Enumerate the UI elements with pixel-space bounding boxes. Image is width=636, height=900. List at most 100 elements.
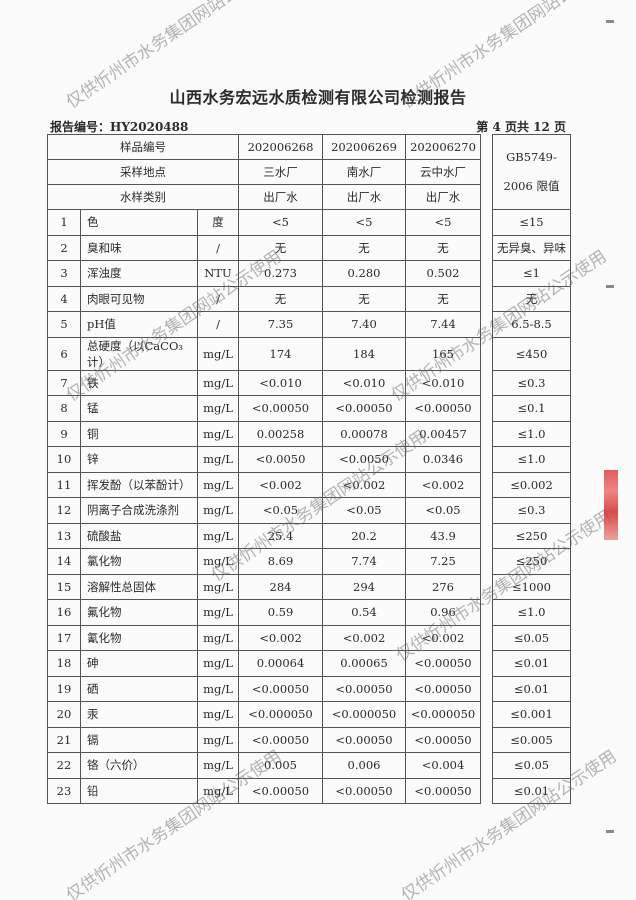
item-unit: mg/L bbox=[197, 701, 239, 728]
item-name: 氟化物 bbox=[80, 599, 198, 626]
item-name: 溶解性总固体 bbox=[80, 573, 198, 600]
limit-value: ≤0.002 bbox=[492, 471, 571, 498]
limit-value: ≤0.1 bbox=[492, 395, 571, 422]
results-table: 样品编号 202006268 202006269 202006270 GB574… bbox=[47, 134, 571, 804]
item-unit: mg/L bbox=[197, 395, 239, 422]
item-name: 臭和味 bbox=[80, 234, 198, 261]
gap-cell bbox=[480, 752, 493, 778]
item-number: 22 bbox=[47, 752, 81, 779]
gap-cell bbox=[480, 574, 493, 600]
value: 284 bbox=[238, 573, 323, 600]
value: <0.00050 bbox=[405, 777, 481, 804]
value: 0.502 bbox=[405, 260, 481, 287]
gap-cell bbox=[480, 701, 493, 727]
value: <0.00050 bbox=[238, 726, 323, 753]
sample-type: 出厂水 bbox=[238, 184, 323, 210]
gap-cell bbox=[480, 134, 493, 210]
value: 0.0346 bbox=[405, 446, 481, 473]
item-name: 铬（六价） bbox=[80, 752, 198, 779]
item-number: 9 bbox=[47, 420, 81, 447]
value: <0.002 bbox=[405, 471, 481, 498]
gap-cell bbox=[480, 548, 493, 574]
item-unit: 度 bbox=[197, 209, 239, 236]
item-unit: mg/L bbox=[197, 369, 239, 396]
limit-header-line1: GB5749- bbox=[506, 150, 557, 164]
gap-cell bbox=[480, 523, 493, 549]
value: 无 bbox=[322, 285, 406, 312]
item-number: 8 bbox=[47, 395, 81, 422]
value: 174 bbox=[238, 336, 323, 371]
table-row: 3 浑浊度 NTU 0.273 0.280 0.502 ≤1 bbox=[47, 260, 571, 287]
table-row: 1 色度 <5 <5 <5 ≤15 bbox=[47, 209, 571, 236]
item-name: 镉 bbox=[80, 726, 198, 753]
value: <5 bbox=[405, 209, 481, 236]
table-row: 20 汞 mg/L <0.000050 <0.000050 <0.000050 ≤0.001 bbox=[47, 701, 571, 728]
value: <0.00050 bbox=[405, 395, 481, 422]
value: <0.002 bbox=[322, 624, 406, 651]
binding-mark bbox=[606, 285, 614, 288]
type-label: 水样类别 bbox=[47, 184, 239, 210]
value: <0.00050 bbox=[322, 726, 406, 753]
value: 无 bbox=[322, 234, 406, 261]
sample-no-label: 样品编号 bbox=[47, 134, 239, 160]
sample-location: 云中水厂 bbox=[405, 159, 481, 185]
table-row: 21 镉 mg/L <0.00050 <0.00050 <0.00050 ≤0.005 bbox=[47, 726, 571, 753]
limit-value: ≤1.0 bbox=[492, 446, 571, 473]
report-number: 报告编号：HY2020488 bbox=[50, 120, 189, 134]
value: <5 bbox=[238, 209, 323, 236]
value: <0.05 bbox=[405, 497, 481, 524]
value: 276 bbox=[405, 573, 481, 600]
item-name: 硒 bbox=[80, 675, 198, 702]
value: 43.9 bbox=[405, 522, 481, 549]
report-title: 山西水务宏远水质检测有限公司检测报告 bbox=[169, 88, 467, 107]
value: 7.44 bbox=[405, 311, 481, 338]
table-row: 10 锌 mg/L <0.0050 <0.0050 0.0346 ≤1.0 bbox=[47, 446, 571, 473]
sample-no: 202006268 bbox=[238, 134, 323, 160]
limit-value: ≤450 bbox=[492, 336, 571, 371]
value: 184 bbox=[322, 336, 406, 371]
value: 无 bbox=[238, 285, 323, 312]
value: <0.000050 bbox=[238, 701, 323, 728]
gap-cell bbox=[480, 311, 493, 337]
item-number: 20 bbox=[47, 701, 81, 728]
item-number: 12 bbox=[47, 497, 81, 524]
item-name: 锰 bbox=[80, 395, 198, 422]
table-row: 4 肉眼可见物 / 无无无无 bbox=[47, 285, 571, 312]
table-row: 8 锰 mg/L <0.00050 <0.00050 <0.00050 ≤0.1 bbox=[47, 395, 571, 422]
limit-value: ≤250 bbox=[492, 548, 571, 575]
value: <0.010 bbox=[238, 369, 323, 396]
limit-value: ≤0.05 bbox=[492, 752, 571, 779]
gap-cell bbox=[480, 260, 493, 286]
item-unit: mg/L bbox=[197, 471, 239, 498]
item-number: 16 bbox=[47, 599, 81, 626]
item-unit: mg/L bbox=[197, 446, 239, 473]
sample-no: 202006269 bbox=[322, 134, 406, 160]
value: <0.000050 bbox=[405, 701, 481, 728]
gap-cell bbox=[480, 497, 493, 523]
limit-value: ≤0.01 bbox=[492, 650, 571, 677]
item-unit: NTU bbox=[197, 260, 239, 287]
gap-cell bbox=[480, 676, 493, 702]
value: 0.00064 bbox=[238, 650, 323, 677]
value: <0.0050 bbox=[322, 446, 406, 473]
table-row: 16 氟化物 mg/L 0.59 0.54 0.96 ≤1.0 bbox=[47, 599, 571, 626]
gap-cell bbox=[480, 235, 493, 261]
item-number: 18 bbox=[47, 650, 81, 677]
value: <0.004 bbox=[405, 752, 481, 779]
value: 0.00078 bbox=[322, 420, 406, 447]
table-row: 12 阴离子合成洗涤剂 mg/L <0.05 <0.05 <0.05 ≤0.3 bbox=[47, 497, 571, 524]
value: 0.280 bbox=[322, 260, 406, 287]
value: <0.00050 bbox=[322, 675, 406, 702]
item-unit: / bbox=[197, 285, 239, 312]
value: 0.00258 bbox=[238, 420, 323, 447]
value: 0.005 bbox=[238, 752, 323, 779]
value: <0.0050 bbox=[238, 446, 323, 473]
item-unit: mg/L bbox=[197, 777, 239, 804]
sample-type: 出厂水 bbox=[405, 184, 481, 210]
binding-mark bbox=[606, 20, 614, 23]
item-unit: mg/L bbox=[197, 752, 239, 779]
value: <0.00050 bbox=[238, 675, 323, 702]
value: 7.74 bbox=[322, 548, 406, 575]
item-unit: mg/L bbox=[197, 420, 239, 447]
value: 0.273 bbox=[238, 260, 323, 287]
